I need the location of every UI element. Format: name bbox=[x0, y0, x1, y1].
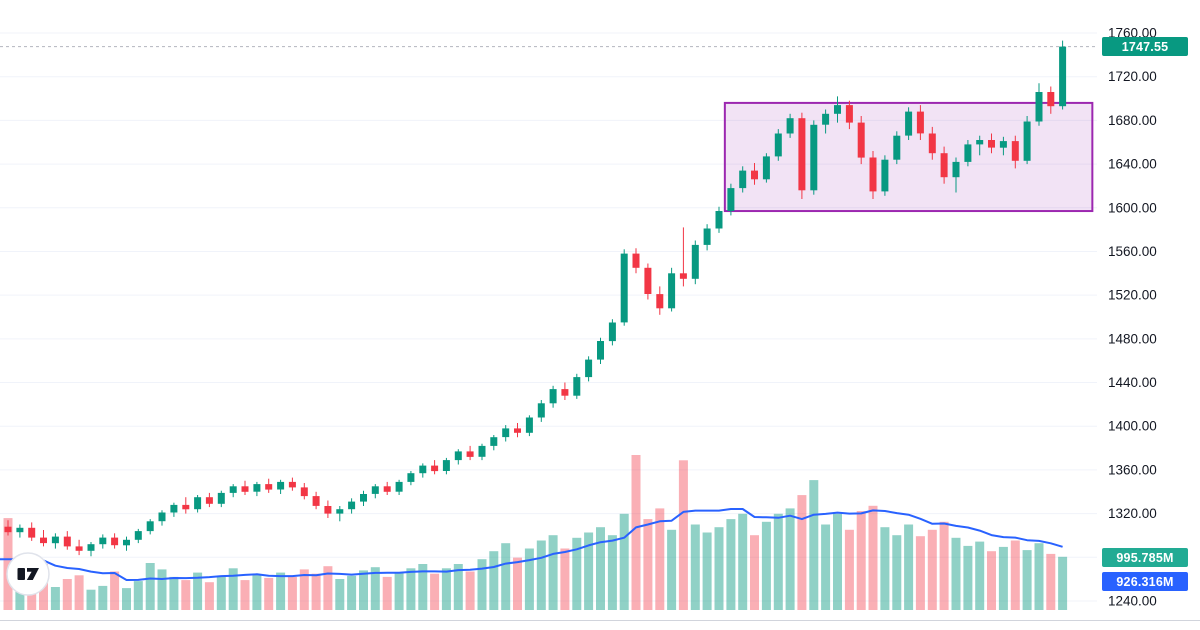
tradingview-logo-icon bbox=[6, 552, 50, 596]
svg-text:1640.00: 1640.00 bbox=[1108, 157, 1157, 172]
volume-badge: 995.785M bbox=[1102, 548, 1188, 567]
svg-text:1560.00: 1560.00 bbox=[1108, 244, 1157, 259]
svg-text:1400.00: 1400.00 bbox=[1108, 419, 1157, 434]
svg-text:1320.00: 1320.00 bbox=[1108, 506, 1157, 521]
svg-text:1480.00: 1480.00 bbox=[1108, 331, 1157, 346]
svg-text:1360.00: 1360.00 bbox=[1108, 462, 1157, 477]
svg-text:1760.00: 1760.00 bbox=[1108, 26, 1157, 41]
svg-text:1720.00: 1720.00 bbox=[1108, 69, 1157, 84]
svg-text:1240.00: 1240.00 bbox=[1108, 594, 1157, 609]
last-price-badge: 1747.55 bbox=[1102, 37, 1188, 56]
svg-text:1440.00: 1440.00 bbox=[1108, 375, 1157, 390]
svg-text:1520.00: 1520.00 bbox=[1108, 288, 1157, 303]
volume-ma-badge: 926.316M bbox=[1102, 572, 1188, 591]
svg-text:1600.00: 1600.00 bbox=[1108, 200, 1157, 215]
tradingview-logo[interactable] bbox=[6, 552, 50, 601]
svg-text:1680.00: 1680.00 bbox=[1108, 113, 1157, 128]
